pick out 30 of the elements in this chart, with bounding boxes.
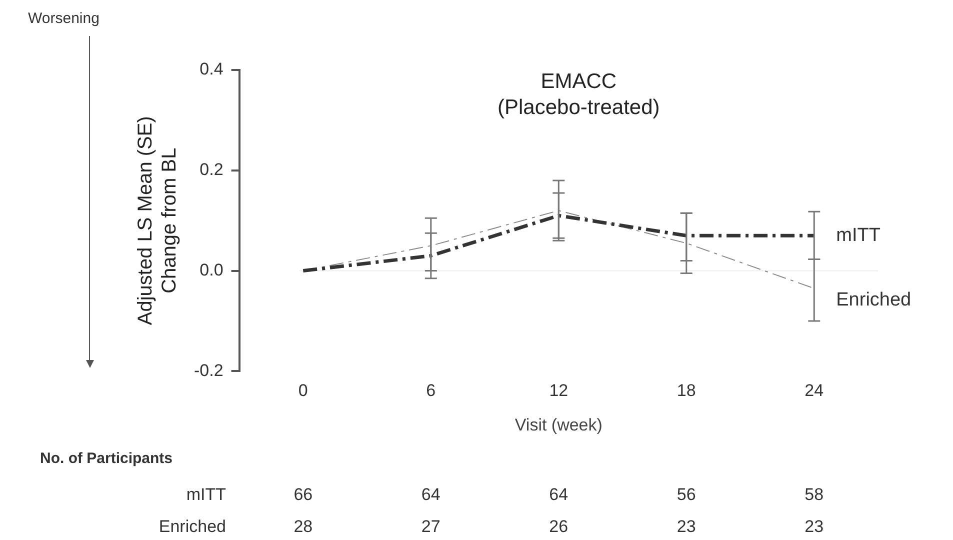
- y-tick-label: 0.0: [200, 260, 224, 280]
- x-tick-label: 18: [676, 381, 696, 400]
- text: 23: [676, 517, 697, 537]
- text: No. of Participants: [40, 450, 173, 467]
- series-label: mITT: [836, 224, 881, 246]
- x-tick-label: 24: [804, 381, 824, 400]
- text: (Placebo-treated): [498, 96, 660, 119]
- text: 27: [420, 517, 442, 537]
- text: Enriched: [158, 517, 226, 537]
- y-tick-label: 0.4: [200, 60, 224, 79]
- text: 64: [420, 485, 442, 505]
- text: 26: [548, 517, 570, 537]
- text: 23: [804, 517, 825, 537]
- chart-title: EMACC: [540, 70, 617, 93]
- text: mITT: [185, 485, 226, 505]
- x-tick-label: 0: [298, 381, 308, 400]
- line-series: [301, 214, 816, 273]
- x-tick-label: 6: [426, 381, 436, 400]
- text: 28: [292, 517, 314, 537]
- x-tick-label: 12: [549, 381, 568, 400]
- series-label: Enriched: [836, 290, 912, 311]
- text: 64: [548, 485, 570, 505]
- y-tick-label: -0.2: [194, 360, 224, 380]
- y-tick-label: 0.2: [200, 160, 224, 180]
- x-axis-title: Visit (week): [514, 415, 602, 434]
- text: 58: [804, 485, 825, 505]
- text: 56: [676, 485, 697, 505]
- text: Worsening: [28, 10, 100, 27]
- text: 66: [292, 485, 314, 505]
- y-axis-title: Adjusted LS Mean (SE) Change from BL: [134, 116, 181, 326]
